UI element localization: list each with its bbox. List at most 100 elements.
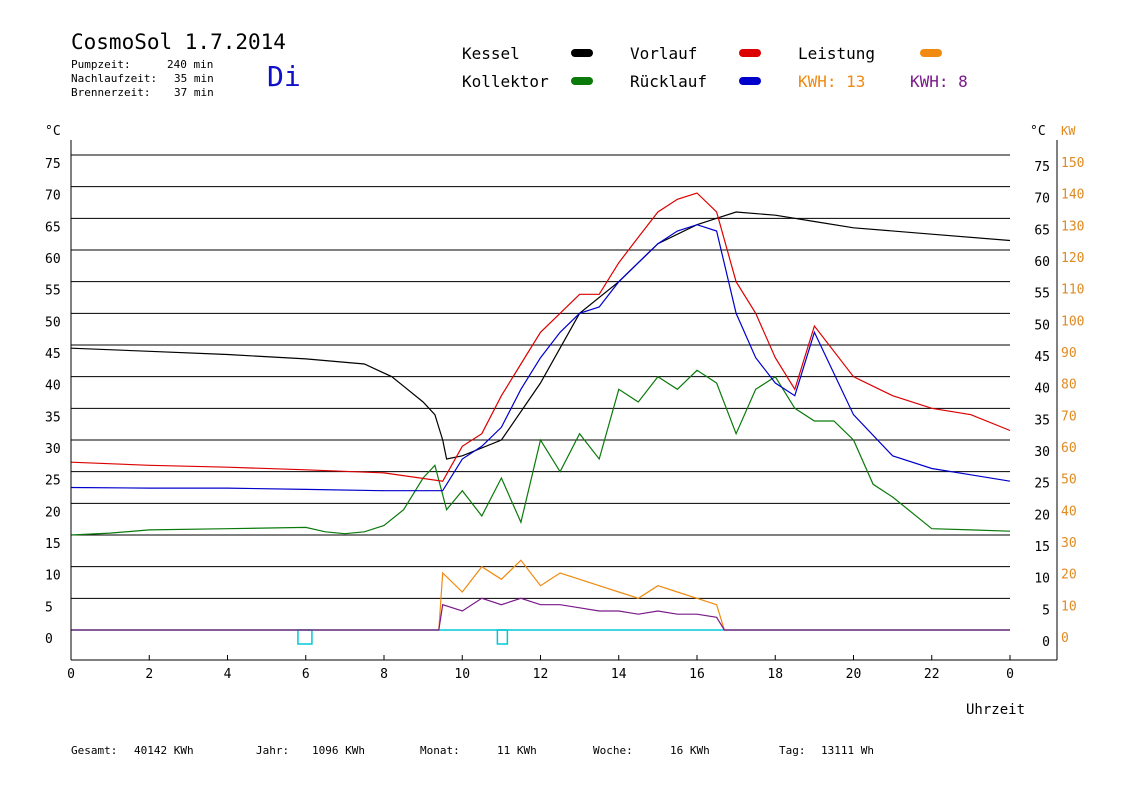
legend-kwh-2: KWH: 8 bbox=[910, 72, 968, 91]
y-tick-right-power: 40 bbox=[1061, 504, 1077, 519]
x-tick-label: 18 bbox=[767, 667, 783, 682]
series-line-leistung bbox=[71, 559, 1010, 631]
chart-title: CosmoSol 1.7.2014 bbox=[71, 30, 286, 54]
pump-marker bbox=[496, 629, 509, 645]
y-unit-left: °C bbox=[45, 124, 61, 139]
x-tick-label: 20 bbox=[846, 667, 862, 682]
x-axis-label: Uhrzeit bbox=[966, 702, 1025, 718]
series-line-kollektor bbox=[70, 369, 1011, 536]
series-line-kessel bbox=[70, 211, 1011, 460]
y-tick-right-power: 20 bbox=[1061, 568, 1077, 583]
x-tick-label: 10 bbox=[454, 667, 470, 682]
footer-woche-label: Woche: bbox=[593, 744, 633, 757]
legend-kessel-swatch bbox=[571, 49, 593, 57]
y-tick-right-power: 0 bbox=[1061, 631, 1069, 646]
y-tick-left: 65 bbox=[45, 220, 61, 235]
y-tick-right-power: 150 bbox=[1061, 156, 1084, 171]
y-tick-right-temp: 60 bbox=[1034, 255, 1050, 270]
stat-label-pumpzeit: Pumpzeit: bbox=[71, 58, 131, 71]
footer-woche-value: 16 KWh bbox=[670, 744, 710, 757]
x-tick-label: 0 bbox=[67, 667, 75, 682]
y-tick-right-temp: 50 bbox=[1034, 318, 1050, 333]
y-tick-left: 35 bbox=[45, 410, 61, 425]
x-tick-label: 8 bbox=[380, 667, 388, 682]
y-tick-right-temp: 10 bbox=[1034, 572, 1050, 587]
x-tick-label: 0 bbox=[1006, 667, 1014, 682]
y-tick-right-power: 100 bbox=[1061, 314, 1084, 329]
stat-value-brennerzeit: 37 min bbox=[174, 86, 214, 99]
y-tick-right-temp: 30 bbox=[1034, 445, 1050, 460]
y-tick-right-temp: 70 bbox=[1034, 192, 1050, 207]
y-tick-left: 15 bbox=[45, 537, 61, 552]
y-tick-right-temp: 20 bbox=[1034, 508, 1050, 523]
y-unit-right-temp: °C bbox=[1030, 124, 1046, 139]
series-line-kwh-8 bbox=[71, 597, 1010, 631]
y-tick-left: 25 bbox=[45, 474, 61, 489]
x-tick-label: 2 bbox=[145, 667, 153, 682]
footer-monat-label: Monat: bbox=[420, 744, 460, 757]
legend-kessel: Kessel bbox=[462, 44, 520, 63]
y-tick-left: 40 bbox=[45, 379, 61, 394]
y-tick-right-temp: 65 bbox=[1034, 223, 1050, 238]
stat-label-brennerzeit: Brennerzeit: bbox=[71, 86, 151, 99]
y-tick-left: 60 bbox=[45, 252, 61, 267]
pump-marker bbox=[297, 629, 313, 645]
x-tick-label: 6 bbox=[302, 667, 310, 682]
y-tick-left: 70 bbox=[45, 189, 61, 204]
y-tick-left: 20 bbox=[45, 505, 61, 520]
legend-kollektor: Kollektor bbox=[462, 72, 549, 91]
y-tick-right-temp: 15 bbox=[1034, 540, 1050, 555]
stat-value-nachlaufzeit: 35 min bbox=[174, 72, 214, 85]
x-tick-label: 12 bbox=[533, 667, 549, 682]
stat-label-nachlaufzeit: Nachlaufzeit: bbox=[71, 72, 158, 85]
x-tick-label: 22 bbox=[924, 667, 940, 682]
y-tick-right-temp: 55 bbox=[1034, 287, 1050, 302]
footer-jahr-label: Jahr: bbox=[256, 744, 290, 757]
legend-kollektor-swatch bbox=[571, 77, 593, 85]
y-tick-right-power: 130 bbox=[1061, 219, 1084, 234]
legend-ruecklauf: Rücklauf bbox=[630, 72, 708, 91]
y-tick-right-temp: 45 bbox=[1034, 350, 1050, 365]
y-tick-left: 55 bbox=[45, 284, 61, 299]
y-tick-right-power: 120 bbox=[1061, 251, 1084, 266]
y-tick-right-temp: 75 bbox=[1034, 160, 1050, 175]
stat-value-pumpzeit: 240 min bbox=[167, 58, 214, 71]
x-tick-label: 16 bbox=[689, 667, 705, 682]
y-tick-left: 75 bbox=[45, 157, 61, 172]
x-tick-label: 14 bbox=[611, 667, 627, 682]
y-tick-right-temp: 35 bbox=[1034, 413, 1050, 428]
legend-ruecklauf-swatch bbox=[739, 77, 761, 85]
y-tick-left: 50 bbox=[45, 315, 61, 330]
y-tick-right-power: 110 bbox=[1061, 283, 1084, 298]
footer-monat-value: 11 KWh bbox=[497, 744, 537, 757]
y-tick-left: 30 bbox=[45, 442, 61, 457]
y-tick-right-power: 80 bbox=[1061, 378, 1077, 393]
y-tick-right-power: 60 bbox=[1061, 441, 1077, 456]
y-tick-right-power: 70 bbox=[1061, 409, 1077, 424]
y-tick-right-temp: 25 bbox=[1034, 477, 1050, 492]
y-tick-left: 10 bbox=[45, 569, 61, 584]
y-tick-left: 0 bbox=[45, 632, 53, 647]
footer-gesamt-value: 40142 KWh bbox=[134, 744, 194, 757]
y-unit-right-power: KW bbox=[1061, 124, 1076, 138]
y-tick-right-power: 90 bbox=[1061, 346, 1077, 361]
legend-vorlauf-swatch bbox=[739, 49, 761, 57]
legend-kwh-1: KWH: 13 bbox=[798, 72, 866, 91]
series-line-r-cklauf bbox=[70, 224, 1011, 492]
legend-vorlauf: Vorlauf bbox=[630, 44, 698, 63]
footer-jahr-value: 1096 KWh bbox=[312, 744, 365, 757]
weekday-label: Di bbox=[267, 60, 301, 93]
y-tick-right-power: 30 bbox=[1061, 536, 1077, 551]
y-tick-left: 45 bbox=[45, 347, 61, 362]
y-tick-right-temp: 40 bbox=[1034, 382, 1050, 397]
series-line-vorlauf bbox=[70, 192, 1011, 482]
legend-leistung-swatch bbox=[920, 49, 942, 57]
y-tick-right-temp: 5 bbox=[1042, 603, 1050, 618]
footer-tag-label: Tag: bbox=[779, 744, 806, 757]
x-tick-label: 4 bbox=[224, 667, 232, 682]
y-tick-left: 5 bbox=[45, 600, 53, 615]
y-tick-right-power: 10 bbox=[1061, 599, 1077, 614]
footer-gesamt-label: Gesamt: bbox=[71, 744, 118, 757]
footer-tag-value: 13111 Wh bbox=[821, 744, 874, 757]
